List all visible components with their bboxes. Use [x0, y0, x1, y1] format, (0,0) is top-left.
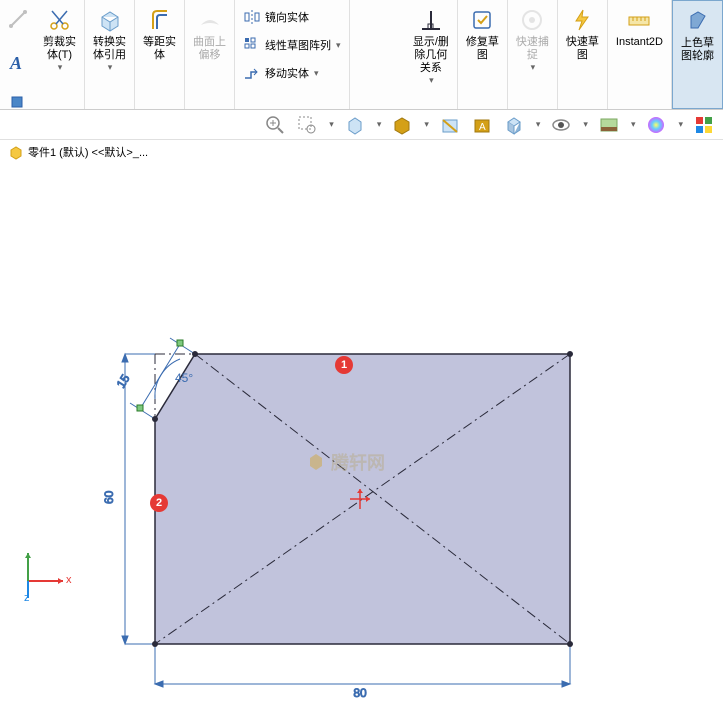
move-icon [243, 64, 261, 82]
surface-icon [196, 6, 224, 34]
instant3d-label: Instant2D [616, 36, 663, 49]
snap-label: 快速捕 捉 [516, 36, 549, 62]
snap-icon [518, 6, 546, 34]
callout-marker-2: 2 [150, 494, 168, 512]
part-icon [8, 144, 24, 160]
move-label: 移动实体 [265, 65, 309, 81]
iso-icon[interactable] [503, 114, 525, 136]
view-orient-icon[interactable] [344, 114, 366, 136]
section2-icon[interactable]: A [471, 114, 493, 136]
repair-label: 修复草 图 [466, 36, 499, 62]
mirror-icon [243, 8, 261, 26]
move-button[interactable]: 移动实体▾ [241, 62, 321, 84]
view-toolbar: ▾ ▾ ▾ A ▾ ▾ ▾ ▾ [0, 110, 723, 140]
shaded-button[interactable]: 上色草 图轮廓 [679, 5, 716, 65]
rapid-button[interactable]: 快速草 图 [564, 4, 601, 64]
perpendicular-icon [417, 6, 445, 34]
trim-button[interactable]: 剪裁实 体(T)▾ [41, 4, 78, 75]
svg-text:60: 60 [102, 490, 116, 504]
svg-text:A: A [9, 53, 22, 73]
ruler-icon [625, 6, 653, 34]
quick-snap-button: 快速捕 捉▾ [514, 4, 551, 75]
scene-icon[interactable] [598, 114, 620, 136]
rapid-icon [568, 6, 596, 34]
svg-text:A: A [479, 122, 486, 133]
surface-label: 曲面上 偏移 [193, 36, 226, 62]
display-label: 显示/删 除几何 关系 [413, 36, 449, 75]
cube-icon [96, 6, 124, 34]
sketch-svg: 45° 15 60 80 [0, 164, 723, 724]
mirror-button[interactable]: 镜向实体 [241, 6, 311, 28]
section-icon[interactable] [439, 114, 461, 136]
hide-icon[interactable] [550, 114, 572, 136]
rect-icon[interactable] [11, 96, 25, 113]
ribbon-left-column: A [0, 0, 35, 109]
sketch-canvas[interactable]: 45° 15 60 80 1 2 腾轩网 x [0, 164, 723, 614]
scissors-icon [46, 6, 74, 34]
callout-marker-1: 1 [335, 356, 353, 374]
repair-icon [468, 6, 496, 34]
svg-text:45°: 45° [175, 371, 193, 385]
zoom-fit-icon[interactable] [264, 114, 286, 136]
rapid-label: 快速草 图 [566, 36, 599, 62]
ribbon-toolbar: A 剪裁实 体(T)▾ 转换实 体引用▾ 等距实 体 曲面上 偏移 镜向实体 [0, 0, 723, 110]
breadcrumb: 零件1 (默认) <<默认>_... [0, 140, 723, 164]
instant3d-button[interactable]: Instant2D [614, 4, 665, 51]
repair-button[interactable]: 修复草 图 [464, 4, 501, 64]
appearance-icon[interactable] [645, 114, 667, 136]
axis-x: x [66, 574, 72, 586]
pattern-label: 线性草图阵列 [265, 37, 331, 53]
svg-text:15: 15 [114, 372, 133, 391]
shaded-label: 上色草 图轮廓 [681, 37, 714, 63]
surface-button: 曲面上 偏移 [191, 4, 228, 64]
convert-label: 转换实 体引用 [93, 36, 126, 62]
render-icon[interactable] [693, 114, 715, 136]
mirror-label: 镜向实体 [265, 9, 309, 25]
convert-button[interactable]: 转换实 体引用▾ [91, 4, 128, 75]
svg-text:80: 80 [353, 686, 367, 700]
watermark-text: 腾轩网 [331, 449, 385, 475]
pattern-icon [243, 36, 261, 54]
display-button[interactable]: 显示/删 除几何 关系▾ [411, 4, 451, 88]
offset-label: 等距实 体 [143, 36, 176, 62]
offset-icon [146, 6, 174, 34]
display-style-icon[interactable] [391, 114, 413, 136]
trim-label: 剪裁实 体(T) [43, 36, 76, 62]
zoom-area-icon[interactable] [296, 114, 318, 136]
shaded-icon [684, 7, 712, 35]
axis-z: z [24, 592, 30, 603]
offset-button[interactable]: 等距实 体 [141, 4, 178, 64]
breadcrumb-text[interactable]: 零件1 (默认) <<默认>_... [28, 144, 148, 160]
text-icon[interactable]: A [8, 53, 28, 76]
watermark: 腾轩网 [305, 449, 385, 475]
sketch-dim-icon[interactable] [7, 8, 29, 33]
pattern-button[interactable]: 线性草图阵列▾ [241, 34, 343, 56]
coord-axes: x z [18, 543, 78, 606]
